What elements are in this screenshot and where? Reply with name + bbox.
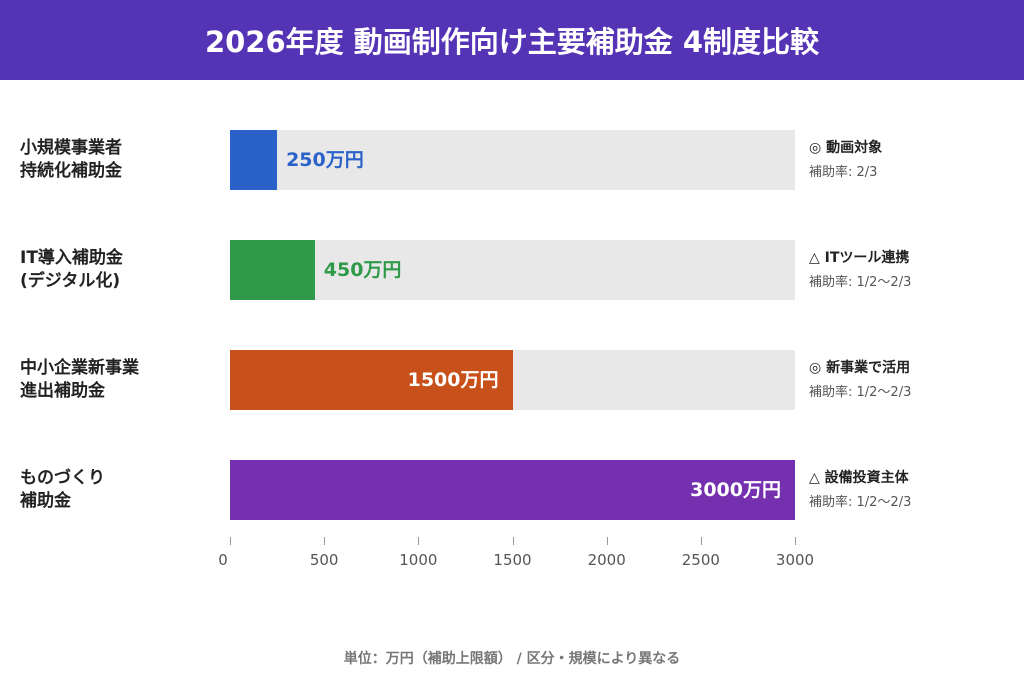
bar — [230, 130, 278, 190]
bar-track: 3000万円 — [230, 460, 795, 520]
x-tick-label: 500 — [309, 551, 339, 569]
x-tick — [795, 537, 796, 545]
bar — [230, 460, 795, 520]
note: ◎ 新事業で活用 補助率: 1/2〜2/3 — [809, 357, 911, 400]
bar-track: 450万円 — [230, 240, 795, 300]
value-label: 1500万円 — [407, 369, 499, 391]
category-label: 中小企業新事業 進出補助金 — [20, 358, 139, 401]
x-tick-label: 3000 — [775, 551, 815, 569]
bar-track: 250万円 — [230, 130, 795, 190]
note-rate: 補助率: 1/2〜2/3 — [809, 495, 912, 510]
x-tick — [324, 537, 326, 545]
note-rate: 補助率: 1/2〜2/3 — [809, 275, 912, 290]
bar-track: 1500万円 — [230, 350, 795, 410]
value-label: 3000万円 — [690, 479, 781, 501]
note-rate: 補助率: 1/2〜2/3 — [809, 385, 912, 400]
x-tick-label: 0 — [218, 551, 228, 569]
x-tick-label: 2000 — [587, 551, 626, 569]
category-label: IT導入補助金 (デジタル化) — [20, 248, 123, 291]
x-tick — [606, 537, 608, 545]
x-tick — [512, 537, 514, 545]
category-label: 小規模事業者 持続化補助金 — [20, 138, 122, 181]
note-rate: 補助率: 2/3 — [809, 165, 878, 180]
note-title: ◎ 新事業で活用 — [809, 360, 911, 376]
value-label: 250万円 — [286, 149, 364, 171]
footnote: 単位：万円（補助上限額） / 区分・規模により異なる — [343, 651, 681, 667]
bar — [230, 240, 315, 300]
x-tick — [230, 537, 231, 545]
bar — [230, 350, 513, 410]
category-label: ものづくり 補助金 — [20, 468, 105, 511]
x-tick-label: 2500 — [681, 551, 720, 569]
x-tick — [700, 537, 702, 545]
x-tick — [418, 537, 420, 545]
x-tick-label: 1500 — [493, 551, 532, 569]
note: △ ITツール連携 補助率: 1/2〜2/3 — [809, 247, 911, 290]
note: ◎ 動画対象 補助率: 2/3 — [809, 137, 882, 180]
note-title: ◎ 動画対象 — [809, 140, 883, 156]
x-tick-label: 1000 — [399, 551, 438, 569]
note-title: △ 設備投資主体 — [809, 470, 909, 486]
value-label: 450万円 — [323, 259, 402, 281]
chart-title: 2026年度 動画制作向け主要補助金 4制度比較 — [0, 0, 1024, 80]
note-title: △ ITツール連携 — [809, 250, 910, 266]
note: △ 設備投資主体 補助率: 1/2〜2/3 — [809, 467, 911, 510]
